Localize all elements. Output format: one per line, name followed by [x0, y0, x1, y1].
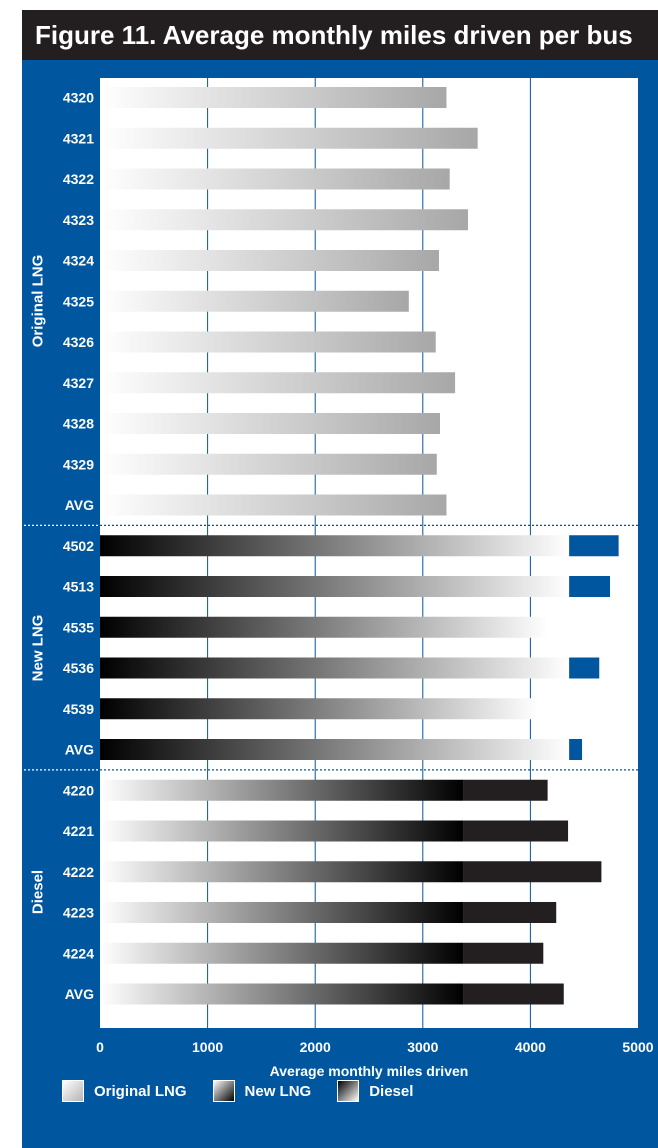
category-label-4223: 4223: [63, 905, 94, 921]
x-tick-labels: 0 1000 2000 3000 4000 5000: [96, 1039, 654, 1055]
category-label-4222: 4222: [63, 864, 94, 880]
bar-new-lng-4502: [100, 535, 570, 557]
bar-diesel-dark-4220: [463, 779, 548, 801]
category-label-4320: 4320: [63, 90, 94, 106]
bar-diesel-dark-4222: [463, 861, 602, 883]
category-labels: 4320 4321 4322 4323 4324 4325 4326 4327 4328 4329…: [63, 90, 94, 1003]
category-label-avg: AVG: [65, 742, 94, 758]
bar-original-lng-4328: [100, 413, 441, 434]
category-label-4221: 4221: [63, 823, 94, 839]
bar-original-lng-4329: [100, 453, 437, 475]
bar-original-lng-4323: [100, 209, 468, 231]
bar-diesel-4224: [100, 942, 464, 964]
bar-original-lng-4321: [100, 127, 478, 149]
x-tick-label: 3000: [407, 1039, 438, 1055]
bar-new-lng-4536: [100, 657, 570, 679]
bar-new-lng-excess-avg: [569, 739, 583, 760]
category-label-4220: 4220: [63, 782, 94, 798]
category-label-4329: 4329: [63, 456, 94, 472]
category-label-avg: AVG: [65, 986, 94, 1002]
bar-new-lng-excess-4513: [569, 576, 611, 597]
legend-item-diesel: Diesel: [337, 1080, 413, 1102]
x-tick-label: 0: [96, 1039, 104, 1055]
category-label-4536: 4536: [63, 660, 94, 676]
category-label-4322: 4322: [63, 171, 94, 187]
legend-swatch-new-lng: [212, 1080, 235, 1102]
bar-new-lng-avg: [100, 739, 570, 760]
bar-original-lng-4322: [100, 168, 450, 190]
bar-diesel-dark-avg: [463, 983, 564, 1005]
legend: Original LNG New LNG Diesel: [62, 1078, 439, 1104]
x-tick-label: 4000: [515, 1039, 546, 1055]
group-label-original-lng: Original LNG: [29, 254, 47, 348]
category-label-4535: 4535: [63, 619, 94, 635]
bar-original-lng-4324: [100, 250, 439, 271]
bars: [100, 87, 619, 1005]
category-label-4513: 4513: [63, 579, 94, 595]
bar-diesel-dark-4221: [463, 820, 569, 842]
bar-original-lng-4326: [100, 331, 436, 353]
bar-diesel-4222: [100, 861, 464, 883]
bar-new-lng-4535: [100, 616, 548, 638]
bar-new-lng-4513: [100, 576, 570, 597]
group-separators: [24, 524, 638, 771]
category-label-4224: 4224: [63, 945, 94, 961]
category-label-4324: 4324: [63, 253, 94, 269]
bar-diesel-4220: [100, 779, 464, 801]
category-label-4328: 4328: [63, 416, 94, 432]
bar-diesel-avg: [100, 983, 464, 1005]
x-tick-label: 5000: [622, 1039, 653, 1055]
legend-item-original-lng: Original LNG: [62, 1080, 187, 1102]
bar-original-lng-4327: [100, 372, 456, 394]
bar-original-lng-avg: [100, 494, 447, 516]
bar-diesel-4223: [100, 902, 464, 923]
category-label-avg: AVG: [65, 497, 94, 513]
category-label-4539: 4539: [63, 701, 94, 717]
bar-diesel-dark-4223: [463, 902, 557, 923]
category-label-4323: 4323: [63, 212, 94, 228]
bar-new-lng-excess-4536: [569, 657, 600, 679]
bar-original-lng-4325: [100, 290, 409, 312]
legend-label-diesel: Diesel: [369, 1082, 414, 1100]
x-axis-label: Average monthly miles driven: [270, 1063, 469, 1079]
bar-new-lng-excess-4502: [569, 535, 619, 557]
chart-title: Figure 11. Average monthly miles driven …: [35, 20, 633, 50]
category-label-4326: 4326: [63, 334, 94, 350]
category-label-4325: 4325: [63, 293, 94, 309]
category-label-4502: 4502: [63, 538, 94, 554]
legend-swatch-original-lng: [62, 1080, 84, 1102]
group-label-diesel: Diesel: [29, 870, 47, 915]
category-label-4327: 4327: [63, 375, 94, 391]
title-bar: [22, 10, 658, 60]
x-tick-label: 1000: [192, 1039, 223, 1055]
legend-swatch-diesel: [337, 1080, 360, 1102]
bar-original-lng-4320: [100, 87, 447, 108]
legend-label-new-lng: New LNG: [244, 1082, 312, 1100]
x-tick-label: 2000: [300, 1039, 331, 1055]
bar-diesel-4221: [100, 820, 464, 842]
legend-label-original-lng: Original LNG: [94, 1082, 187, 1100]
group-label-new-lng: New LNG: [29, 614, 47, 681]
category-label-4321: 4321: [63, 130, 94, 146]
bar-diesel-dark-4224: [463, 942, 544, 964]
legend-item-new-lng: New LNG: [212, 1080, 312, 1102]
bar-new-lng-4539: [100, 698, 538, 720]
